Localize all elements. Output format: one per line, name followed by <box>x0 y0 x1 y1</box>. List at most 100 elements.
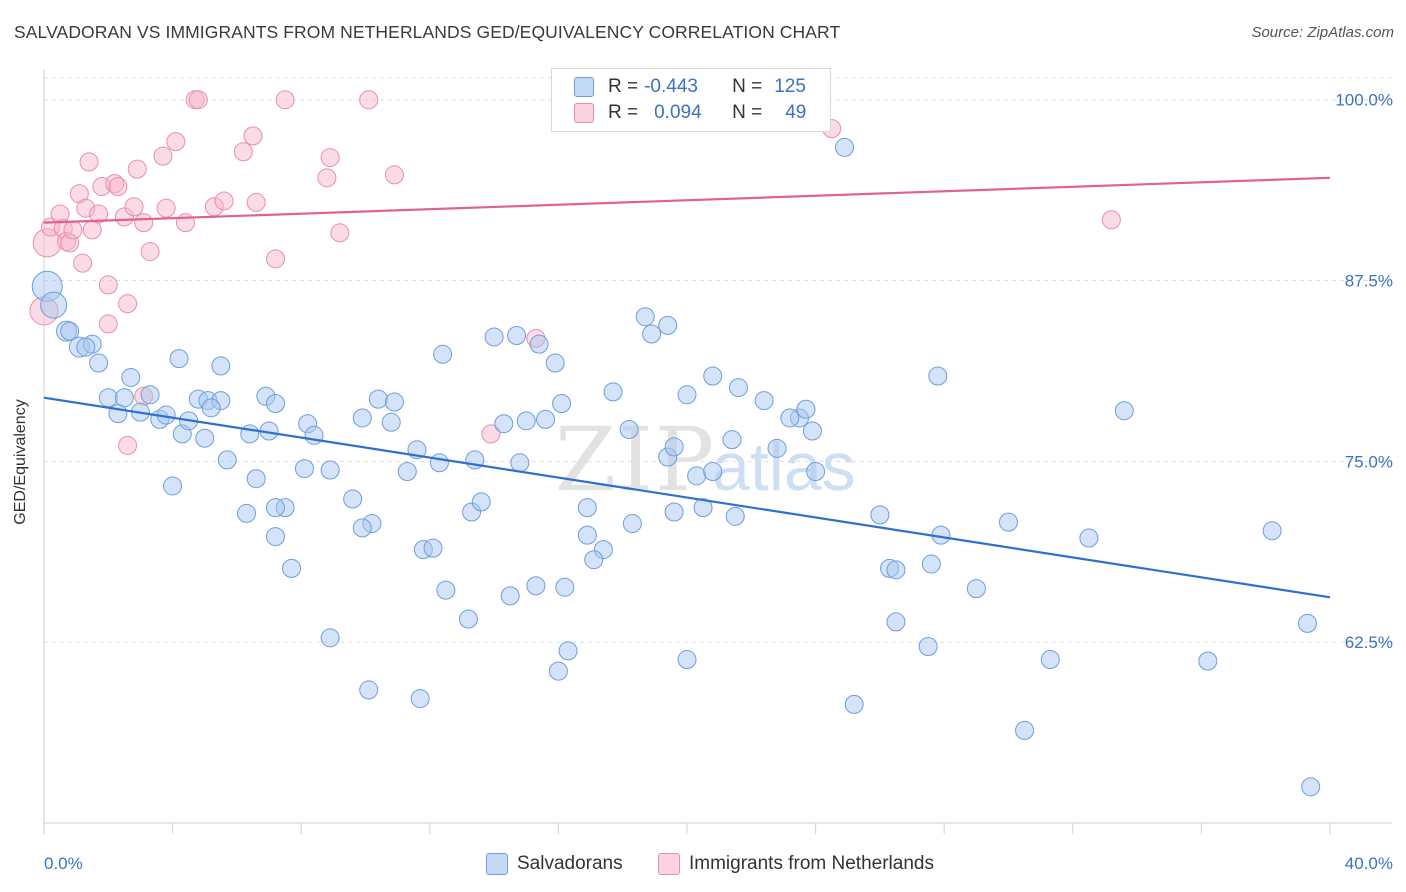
data-point-salvadoran <box>603 382 623 402</box>
data-point-salvadoran <box>1301 777 1321 797</box>
data-point-salvadoran <box>436 580 456 600</box>
data-point-salvadoran <box>552 393 572 413</box>
data-point-salvadoran <box>217 450 237 470</box>
data-point-salvadoran <box>548 661 568 681</box>
data-point-salvadoran <box>802 421 822 441</box>
data-point-salvadoran <box>423 538 443 558</box>
data-point-salvadoran <box>921 554 941 574</box>
data-point-salvadoran <box>835 137 855 157</box>
data-point-salvadoran <box>664 437 684 457</box>
data-point-netherlands <box>63 220 83 240</box>
chart-title: SALVADORAN VS IMMIGRANTS FROM NETHERLAND… <box>14 22 841 42</box>
data-point-salvadoran <box>545 353 565 373</box>
data-point-salvadoran <box>40 291 68 319</box>
r-label: R = <box>608 102 639 123</box>
x-tick-label: 0.0% <box>44 854 83 873</box>
data-point-netherlands <box>156 198 176 218</box>
r-value: -0.443 <box>644 76 698 97</box>
data-point-netherlands <box>153 146 173 166</box>
data-point-salvadoran <box>60 321 80 341</box>
data-point-salvadoran <box>201 398 221 418</box>
data-point-salvadoran <box>76 337 96 357</box>
legend-item-salvadorans[interactable]: Salvadorans <box>486 851 623 877</box>
data-point-salvadoran <box>703 461 723 481</box>
tick-labels: 62.5% 75.0% 87.5% 100.0% 0.0% 40.0% <box>44 91 1393 873</box>
x-tick-label: 40.0% <box>1345 854 1393 873</box>
data-point-netherlands <box>79 152 99 172</box>
data-point-salvadoran <box>1015 720 1035 740</box>
data-point-netherlands <box>359 90 379 110</box>
data-point-salvadoran <box>429 453 449 473</box>
data-point-salvadoran <box>780 408 800 428</box>
data-point-salvadoran <box>577 525 597 545</box>
y-tick-label: 100.0% <box>1335 91 1393 110</box>
data-point-salvadoran <box>1297 613 1317 633</box>
data-point-netherlands <box>317 168 337 188</box>
data-point-salvadoran <box>870 505 890 525</box>
n-value: 125 <box>774 76 806 97</box>
data-point-netherlands <box>246 192 266 212</box>
data-point-salvadoran <box>886 612 906 632</box>
data-point-salvadoran <box>265 527 285 547</box>
r-label: R = <box>608 76 639 97</box>
data-point-netherlands <box>134 213 154 233</box>
data-point-salvadoran <box>999 512 1018 532</box>
data-point-salvadoran <box>529 334 549 354</box>
trend-lines <box>43 176 1331 599</box>
data-point-salvadoran <box>1040 650 1060 670</box>
data-point-netherlands <box>330 223 350 243</box>
data-point-salvadoran <box>1114 401 1134 421</box>
data-point-netherlands <box>384 165 404 185</box>
data-point-salvadoran <box>677 650 697 670</box>
data-point-netherlands <box>127 159 147 179</box>
data-point-salvadoran <box>1079 528 1099 548</box>
data-point-salvadoran <box>265 393 285 413</box>
y-tick-label: 62.5% <box>1345 633 1393 652</box>
data-point-salvadoran <box>526 576 546 596</box>
data-point-salvadoran <box>500 586 520 606</box>
legend-label: Salvadorans <box>517 853 623 874</box>
legend-label: Immigrants from Netherlands <box>689 853 934 874</box>
data-point-salvadoran <box>677 385 697 405</box>
data-point-salvadoran <box>352 408 372 428</box>
data-point-salvadoran <box>246 469 266 489</box>
data-point-netherlands <box>166 132 186 152</box>
data-point-netherlands <box>1101 210 1121 230</box>
data-point-netherlands <box>233 142 253 162</box>
data-point-netherlands <box>481 424 501 444</box>
data-point-salvadoran <box>211 356 231 376</box>
data-point-salvadoran <box>381 412 401 432</box>
data-point-salvadoran <box>114 388 134 408</box>
data-point-salvadoran <box>516 411 536 431</box>
data-point-salvadoran <box>658 315 678 335</box>
data-point-netherlands <box>175 213 195 233</box>
legend-item-netherlands[interactable]: Immigrants from Netherlands <box>658 851 934 877</box>
data-point-salvadoran <box>471 492 491 512</box>
data-point-netherlands <box>124 197 144 217</box>
n-label: N = <box>732 102 763 123</box>
n-value: 49 <box>785 102 807 123</box>
data-point-salvadoran <box>140 385 160 405</box>
data-point-salvadoran <box>359 680 379 700</box>
data-point-salvadoran <box>410 689 430 709</box>
data-point-salvadoran <box>687 466 707 486</box>
data-point-salvadoran <box>642 324 662 344</box>
data-point-salvadoran <box>664 502 684 522</box>
data-point-salvadoran <box>693 498 713 518</box>
data-point-salvadoran <box>265 498 285 518</box>
data-point-salvadoran <box>294 459 314 479</box>
data-point-salvadoran <box>966 579 986 599</box>
source-label: Source: ZipAtlas.com <box>1251 24 1394 41</box>
data-point-salvadoran <box>703 366 723 386</box>
data-point-salvadoran <box>577 498 597 518</box>
data-point-salvadoran <box>558 641 578 661</box>
data-point-salvadoran <box>320 628 340 648</box>
data-point-netherlands <box>188 90 208 110</box>
data-point-salvadoran <box>484 327 504 347</box>
legend-swatch-blue <box>486 853 508 875</box>
data-point-netherlands <box>73 253 93 273</box>
data-point-salvadoran <box>89 353 109 373</box>
data-point-salvadoran <box>796 399 816 419</box>
data-point-salvadoran <box>368 389 388 409</box>
y-tick-label: 87.5% <box>1345 272 1393 291</box>
